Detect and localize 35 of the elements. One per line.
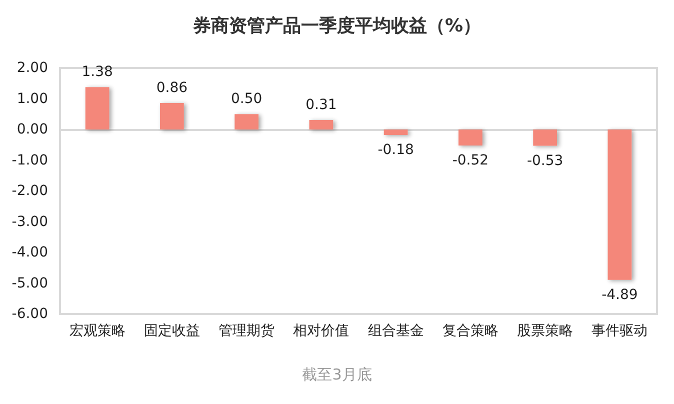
bar	[608, 130, 632, 280]
y-tick-label: -3.00	[12, 214, 48, 230]
chart-title: 券商资管产品一季度平均收益（%）	[192, 16, 482, 36]
x-tick-label: 复合策略	[442, 323, 498, 339]
bar	[85, 87, 110, 130]
y-tick-label: -4.00	[12, 244, 48, 260]
x-tick-label: 事件驱动	[592, 323, 648, 339]
bar	[160, 103, 184, 130]
bar	[234, 114, 259, 130]
y-tick-label: -2.00	[12, 183, 48, 199]
text: 截至3月底	[302, 366, 372, 384]
data-label: -4.89	[602, 286, 638, 303]
y-tick-label: 2.00	[16, 60, 48, 76]
data-label: 0.86	[156, 80, 188, 96]
x-tick-label: 组合基金	[368, 323, 424, 339]
x-tick-label: 固定收益	[144, 323, 200, 339]
bar	[458, 130, 482, 146]
data-label: -0.53	[526, 152, 564, 169]
y-tick-label: -6.00	[12, 306, 48, 322]
x-tick-label: 股票策略	[517, 323, 574, 339]
data-label: -0.18	[378, 142, 414, 158]
bar	[533, 130, 557, 146]
bar	[384, 130, 408, 136]
data-label: -0.52	[452, 152, 489, 168]
data-label: 0.50	[230, 91, 262, 108]
y-tick-label: -5.00	[12, 275, 48, 292]
data-label: 1.38	[82, 64, 113, 80]
bar	[309, 120, 334, 130]
y-tick-label: 0.00	[16, 122, 48, 138]
x-tick-label: 相对价值	[293, 323, 350, 339]
x-tick-label: 宏观策略	[69, 323, 126, 339]
y-tick-label: 1.00	[16, 90, 48, 107]
x-tick-label: 管理期货	[218, 323, 275, 339]
y-tick-label: -1.00	[12, 152, 48, 168]
data-label: 0.31	[306, 96, 337, 113]
